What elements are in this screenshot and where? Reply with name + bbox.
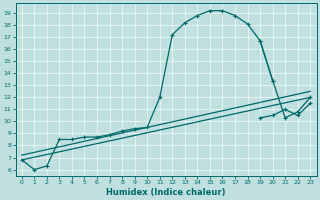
- X-axis label: Humidex (Indice chaleur): Humidex (Indice chaleur): [106, 188, 226, 197]
